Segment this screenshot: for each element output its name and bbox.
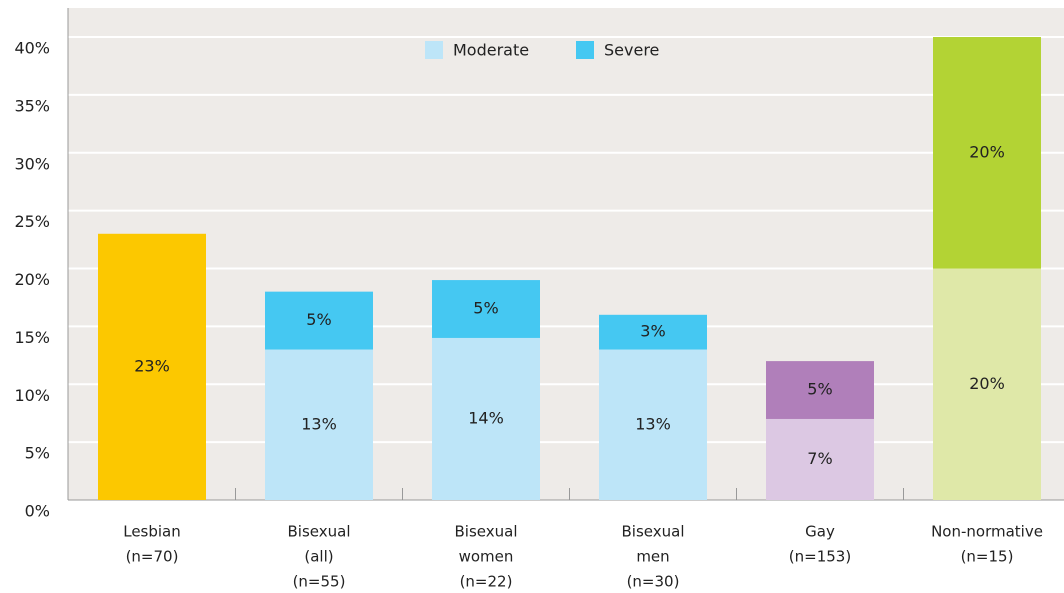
value-label: 5% <box>807 380 832 399</box>
bar-segment <box>98 233 206 500</box>
value-label: 13% <box>635 414 671 433</box>
bar-segment <box>265 349 373 500</box>
bar-segment <box>265 291 373 350</box>
value-label: 5% <box>306 310 331 329</box>
bar-segment <box>599 314 707 350</box>
x-tick-label: (n=55) <box>293 573 346 591</box>
bar-segment <box>432 280 540 338</box>
legend-swatch <box>425 41 443 59</box>
value-label: 5% <box>473 299 498 318</box>
y-tick-label: 0% <box>25 502 50 521</box>
legend-label: Severe <box>604 41 659 60</box>
bar-segment <box>933 37 1041 269</box>
value-label: 20% <box>969 142 1005 161</box>
y-tick-label: 20% <box>14 270 50 289</box>
y-tick-label: 30% <box>14 154 50 173</box>
y-tick-label: 40% <box>14 39 50 58</box>
y-tick-label: 5% <box>25 444 50 463</box>
plot-background <box>68 8 1064 500</box>
value-label: 23% <box>134 356 170 375</box>
y-tick-label: 10% <box>14 386 50 405</box>
legend-swatch <box>576 41 594 59</box>
y-tick-label: 35% <box>14 96 50 115</box>
bar-segment <box>766 418 874 500</box>
value-label: 20% <box>969 374 1005 393</box>
bar-segment <box>766 361 874 419</box>
x-tick-label: Bisexual <box>288 523 351 541</box>
value-label: 14% <box>468 408 504 427</box>
x-tick-label: Gay <box>805 523 835 541</box>
bar-segment <box>599 349 707 500</box>
x-tick-label: (n=153) <box>789 548 851 566</box>
x-tick-label: (n=70) <box>126 548 179 566</box>
x-tick-label: (n=15) <box>961 548 1014 566</box>
y-tick-label: 15% <box>14 328 50 347</box>
x-tick-label: men <box>636 548 669 566</box>
value-label: 13% <box>301 414 337 433</box>
x-tick-label: Bisexual <box>455 523 518 541</box>
bar-segment <box>933 268 1041 500</box>
x-tick-label: Lesbian <box>123 523 181 541</box>
legend-label: Moderate <box>453 41 529 60</box>
x-tick-label: (n=22) <box>460 573 513 591</box>
x-tick-label: women <box>459 548 514 566</box>
bar-segment <box>432 337 540 500</box>
x-tick-label: Bisexual <box>622 523 685 541</box>
value-label: 7% <box>807 449 832 468</box>
value-label: 3% <box>640 322 665 341</box>
x-tick-label: Non-normative <box>931 523 1043 541</box>
x-tick-label: (n=30) <box>627 573 680 591</box>
y-tick-label: 25% <box>14 212 50 231</box>
x-tick-label: (all) <box>304 548 333 566</box>
